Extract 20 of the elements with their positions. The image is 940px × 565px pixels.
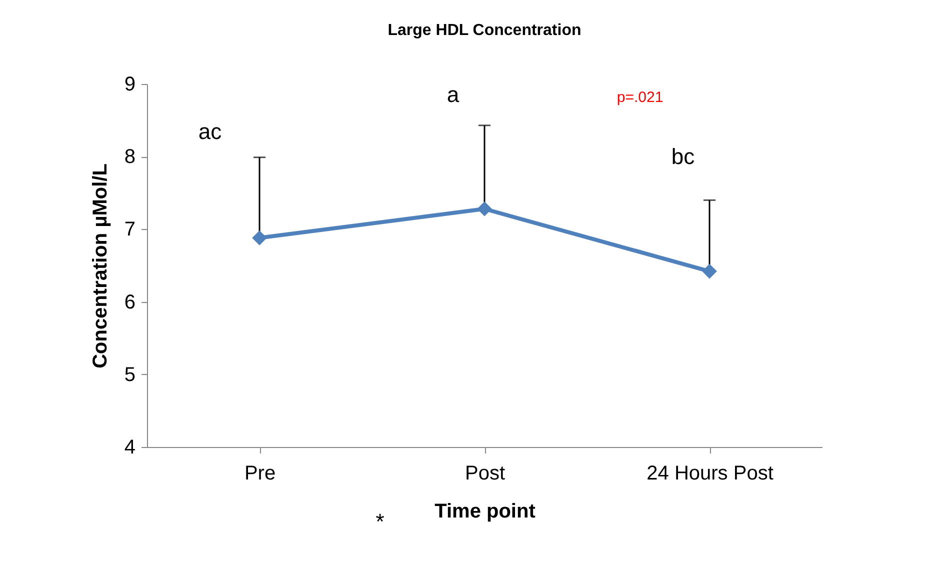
point xyxy=(477,201,492,216)
point xyxy=(252,230,267,246)
y-tick-label: 7 xyxy=(124,218,136,241)
annotation: a xyxy=(446,82,460,107)
y-tick-label: 9 xyxy=(124,74,136,96)
x-axis-title: Time point xyxy=(434,500,536,522)
x-tick-label: Pre xyxy=(244,462,276,484)
x-tick-label: 24 Hours Post xyxy=(646,462,774,484)
y-tick-label: 5 xyxy=(124,364,136,386)
y-tick-label: 6 xyxy=(124,291,136,314)
annotation: p=.021 xyxy=(616,89,664,106)
y-tick-label: 4 xyxy=(124,436,136,458)
annotation: bc xyxy=(671,144,695,169)
x-tick-label: Post xyxy=(464,462,506,484)
annotation: ac xyxy=(198,119,222,144)
text: * xyxy=(376,509,385,534)
y-axis-title: Concentration µMol/L xyxy=(89,164,112,368)
point xyxy=(702,264,717,279)
chart-title: Large HDL Concentration xyxy=(388,22,582,39)
y-tick-label: 8 xyxy=(124,146,136,168)
